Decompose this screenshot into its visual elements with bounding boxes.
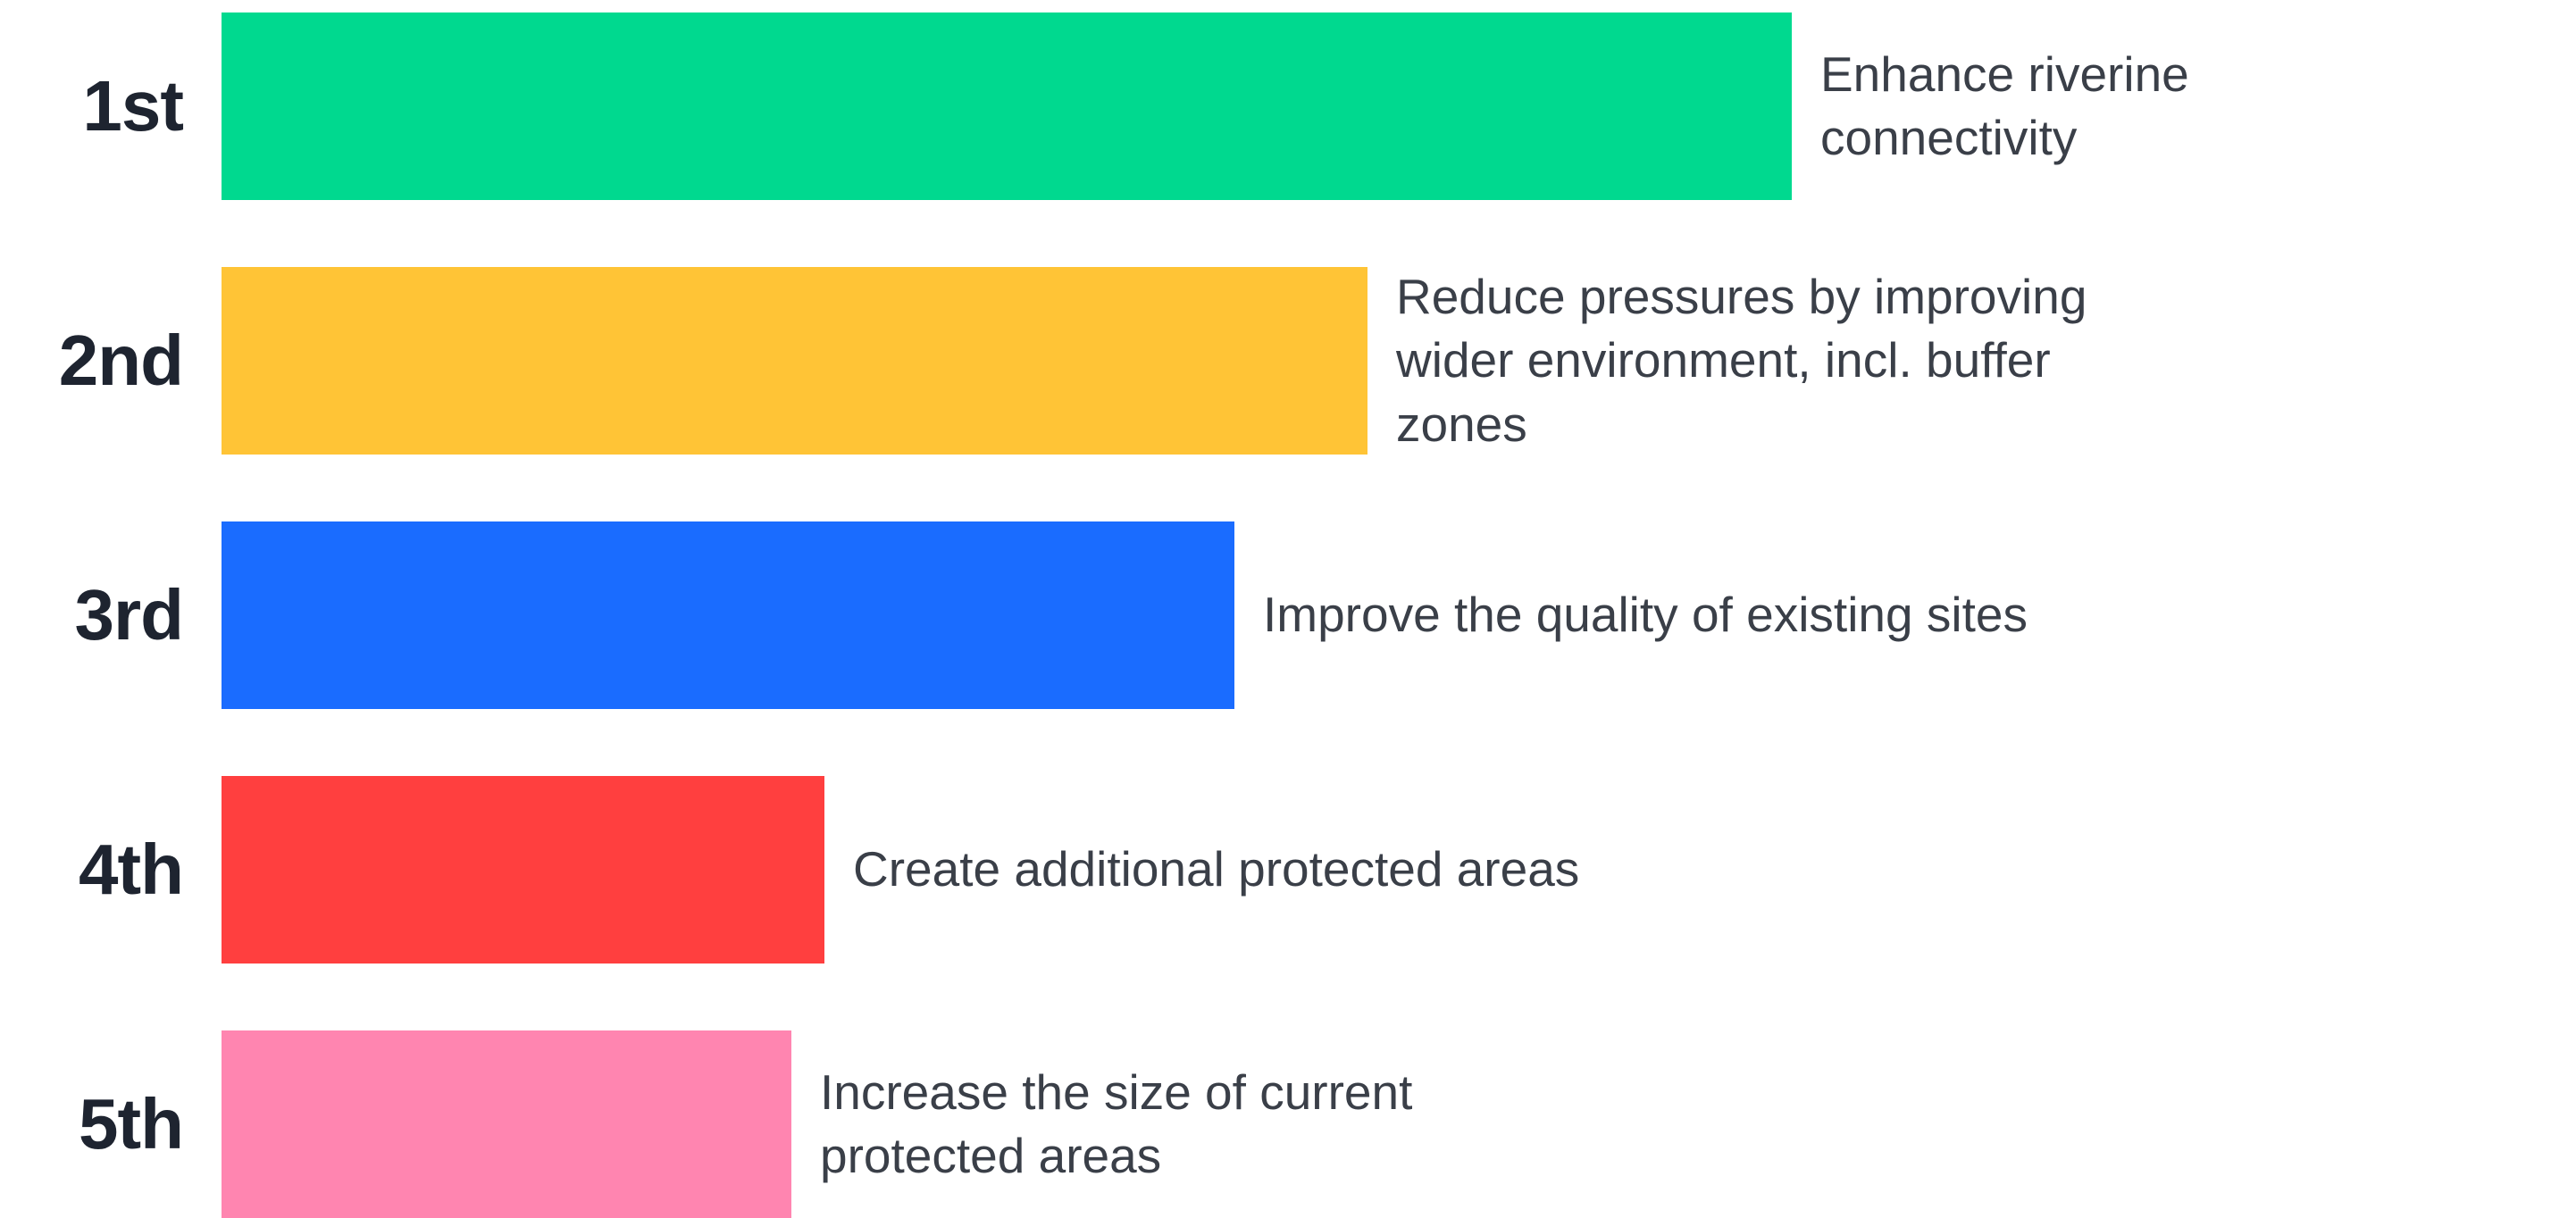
bar-label: Enhance riverine connectivity [1820, 46, 2189, 166]
bar-row-5: 5th Increase the size of current protecte… [0, 1030, 2576, 1218]
bar-label: Reduce pressures by improving wider envi… [1396, 268, 2087, 452]
bar-label: Improve the quality of existing sites [1263, 587, 2028, 643]
bar [222, 1030, 791, 1218]
bar [222, 521, 1234, 709]
bar-label: Increase the size of current protected a… [820, 1064, 1413, 1184]
rank-label: 2nd [58, 321, 184, 400]
bar [222, 267, 1367, 455]
rank-label: 5th [79, 1084, 184, 1164]
bar-label: Create additional protected areas [853, 841, 1580, 897]
bar [222, 13, 1792, 200]
bar-row-1: 1st Enhance riverine connectivity [0, 13, 2576, 200]
bar-row-2: 2nd Reduce pressures by improving wider e… [0, 267, 2576, 455]
bar-row-4: 4th Create additional protected areas [0, 776, 2576, 964]
rank-label: 1st [82, 66, 184, 146]
rank-label: 4th [79, 830, 184, 909]
bar-row-3: 3rd Improve the quality of existing sites [0, 521, 2576, 709]
bar [222, 776, 824, 964]
rank-label: 3rd [74, 575, 185, 655]
